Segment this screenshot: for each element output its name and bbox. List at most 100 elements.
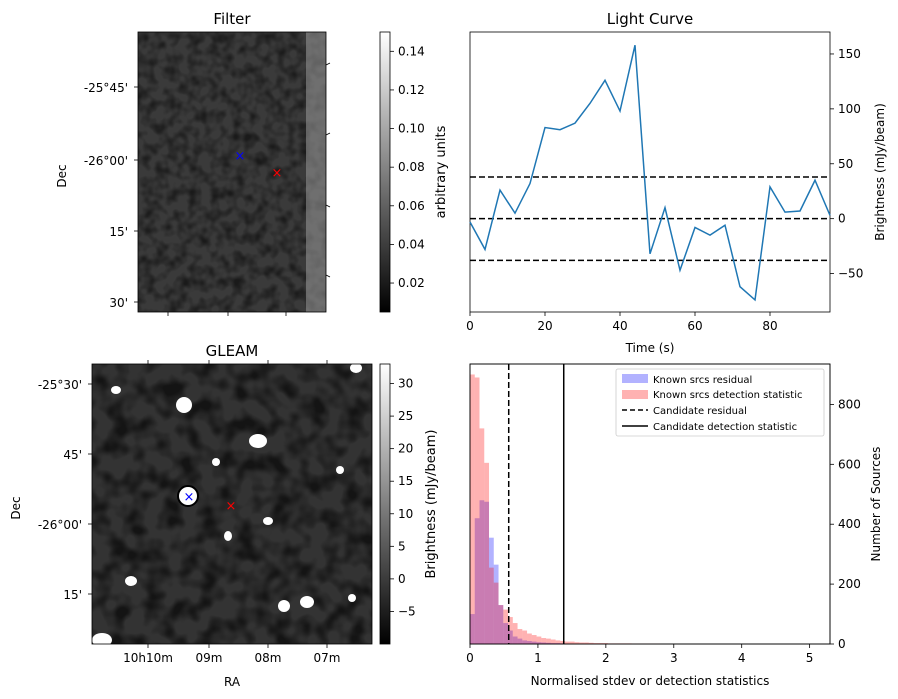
histogram-bar-detection	[593, 643, 599, 644]
histogram-bar-detection	[536, 636, 542, 644]
histogram-ytick-label: 200	[838, 577, 861, 591]
histogram-bar-detection	[522, 630, 528, 644]
histogram-bar-detection	[527, 633, 532, 644]
histogram-bar-detection	[560, 641, 566, 644]
legend-label: Candidate detection statistic	[653, 422, 797, 433]
histogram-bar-residual	[546, 642, 551, 644]
histogram-legend: Known srcs residual Known srcs detection…	[615, 368, 825, 437]
lightcurve-xtick-label: 40	[612, 319, 627, 333]
gleam-colorbar-tick-label: 5	[398, 539, 406, 553]
histogram-bar-residual	[498, 605, 504, 644]
histogram-bar-residual	[512, 636, 518, 644]
histogram-bar-residual	[550, 643, 556, 644]
histogram-bar-residual	[493, 564, 499, 644]
lightcurve-ytick-label: −50	[838, 267, 863, 281]
gleam-bright-sources	[92, 364, 362, 644]
filter-colorbar-tick-label: 0.06	[398, 199, 425, 213]
gleam-ytick: -25°30'	[38, 378, 82, 392]
histogram-bar-detection	[531, 635, 537, 644]
histogram-bar-detection	[546, 638, 551, 644]
histogram-bar-residual	[474, 518, 480, 644]
histogram-xtick-label: 0	[466, 651, 474, 665]
histogram-xlabel: Normalised stdev or detection statistics	[531, 674, 770, 688]
lightcurve-ytick-label: 150	[838, 47, 861, 61]
histogram-bar-residual	[489, 537, 494, 644]
filter-ticks	[134, 62, 331, 316]
gleam-colorbar-tick-label: 20	[398, 442, 413, 456]
lightcurve-xtick-label: 60	[687, 319, 702, 333]
filter-colorbar: 0.02 0.04 0.06 0.08 0.10 0.12 0.14 arbitrary u…	[379, 31, 449, 313]
filter-colorbar-tick-label: 0.10	[398, 122, 425, 136]
gleam-ylabel: Dec	[9, 496, 23, 519]
histogram-bar-detection	[470, 374, 475, 644]
filter-panel: Filter -25°45' -26°00' 15' 30' Dec	[55, 10, 449, 316]
gleam-colorbar-tick-label: 25	[398, 409, 413, 423]
histogram-bar-detection	[498, 605, 504, 644]
filter-title: Filter	[213, 10, 251, 28]
histogram-bar-residual	[541, 642, 547, 644]
histogram-bar-detection	[603, 643, 608, 644]
filter-image	[138, 32, 326, 312]
histogram-xtick-label: 5	[806, 651, 814, 665]
gleam-panel: GLEAM	[9, 342, 439, 689]
lightcurve-series-line	[469, 45, 831, 302]
filter-colorbar-label: arbitrary units	[434, 125, 449, 218]
histogram-bar-detection	[541, 638, 547, 644]
lightcurve-ytick-label: 0	[838, 212, 846, 226]
histogram-bar-detection	[569, 641, 575, 644]
lightcurve-xtick-label: 0	[466, 319, 474, 333]
lightcurve-ytick-label: 50	[838, 157, 853, 171]
histogram-bar-detection	[574, 642, 580, 644]
gleam-colorbar-tick-label: 30	[398, 377, 413, 391]
filter-ylabel: Dec	[55, 164, 69, 187]
filter-colorbar-tick-label: 0.12	[398, 83, 425, 97]
histogram-bar-detection	[555, 640, 561, 644]
gleam-xtick: 08m	[255, 651, 282, 665]
lightcurve-title: Light Curve	[607, 10, 693, 28]
filter-colorbar-tick-label: 0.14	[398, 44, 425, 58]
gleam-xtick: 07m	[314, 651, 341, 665]
histogram-bar-detection	[484, 462, 490, 644]
histogram-bar-detection	[517, 629, 523, 644]
histogram-bar-residual	[503, 623, 509, 644]
histogram-ytick-label: 400	[838, 517, 861, 531]
gleam-colorbar-tick-label: −5	[398, 604, 416, 618]
lightcurve-ytick-label: 100	[838, 102, 861, 116]
filter-red-cross-icon: ×	[272, 166, 283, 181]
histogram-bar-detection	[579, 642, 585, 644]
histogram-bar-residual	[555, 643, 561, 644]
histogram-bar-detection	[479, 428, 485, 644]
gleam-colorbar-tick-label: 0	[398, 572, 406, 586]
histogram-bar-detection	[489, 567, 494, 644]
histogram-bar-detection	[550, 639, 556, 644]
gleam-colorbar-tick-label: 10	[398, 507, 413, 521]
lightcurve-panel: Light Curve 0 20 40 60 80 −50 0 50 100 150 Time (…	[466, 10, 887, 355]
legend-swatch-residual	[622, 374, 648, 383]
histogram-bar-detection	[503, 609, 509, 644]
histogram-bar-detection	[493, 582, 499, 644]
histogram-bar-residual	[522, 640, 528, 644]
gleam-xtick: 09m	[196, 651, 223, 665]
filter-colorbar-tick-label: 0.08	[398, 160, 425, 174]
legend-swatch-detection	[622, 390, 648, 399]
histogram-bar-residual	[527, 641, 532, 644]
filter-ytick: 30'	[109, 296, 128, 310]
filter-ytick: 15'	[109, 225, 128, 239]
gleam-title: GLEAM	[206, 342, 259, 360]
histogram-ylabel: Number of Sources	[869, 447, 883, 562]
filter-colorbar-tick-label: 0.04	[398, 237, 425, 251]
histogram-xtick-label: 1	[534, 651, 542, 665]
gleam-red-cross-icon: ×	[226, 499, 237, 514]
legend-label: Candidate residual	[653, 406, 747, 417]
gleam-ytick: -26°00'	[38, 518, 82, 532]
filter-ytick: -25°45'	[84, 81, 128, 95]
histogram-bar-detection	[584, 642, 589, 644]
histogram-bar-residual	[484, 501, 490, 644]
histogram-bar-detection	[598, 643, 604, 644]
histogram-bar-residual	[531, 641, 537, 644]
filter-colorbar-tick-label: 0.02	[398, 276, 425, 290]
gleam-colorbar: −5 0 5 10 15 20 25 30 Brightness (mJy/beam)	[379, 363, 439, 645]
gleam-ticks	[88, 360, 328, 648]
histogram-ytick-label: 800	[838, 397, 861, 411]
histogram-xtick-label: 3	[670, 651, 678, 665]
